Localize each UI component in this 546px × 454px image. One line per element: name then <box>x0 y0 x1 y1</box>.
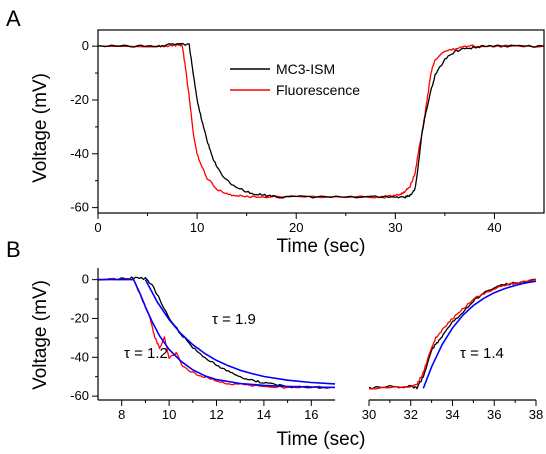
panel-a-x-axis-title: Time (sec) <box>276 236 365 257</box>
panel-a-y-tick-label: -60 <box>70 200 89 215</box>
panel-b-left-y-tick-label: -40 <box>70 349 89 364</box>
panel-b-right-x-tick-label: 34 <box>445 407 459 422</box>
panel-b-right-series-fit-line <box>422 280 537 389</box>
panel-a-ticks: 0 10 20 30 40 0 -20 -40 -60 <box>70 38 501 235</box>
panel-b-left-y-tick-label: 0 <box>82 272 89 287</box>
panel-b-left-plot-area <box>97 276 336 389</box>
panel-b-y-axis-title: Voltage (mV) <box>30 280 51 390</box>
panel-b: 8 10 12 14 16 0 -20 -40 -60 30 32 34 36 38 Voltage (… <box>30 268 543 450</box>
panel-b-x-axis-title: Time (sec) <box>276 429 365 450</box>
panel-a-frame <box>97 29 545 214</box>
panel-b-left-y-tick-label: -60 <box>70 388 89 403</box>
panel-b-right-ticks: 30 32 34 36 38 <box>362 399 543 422</box>
panel-a-y-tick-label: -20 <box>70 92 89 107</box>
panel-b-right-x-tick-label: 32 <box>404 407 418 422</box>
panel-b-left-series-fluorescence-line <box>97 277 336 389</box>
panel-a-x-tick-label: 30 <box>388 220 402 235</box>
panel-b-left-ticks: 8 10 12 14 16 0 -20 -40 -60 <box>70 268 335 422</box>
panel-b-right-x-tick-label: 36 <box>487 407 501 422</box>
panel-b-right-series-fluorescence-line <box>368 278 537 390</box>
panel-b-left-series-mc3-ism-line <box>97 276 336 389</box>
panel-b-left-series-fit-line <box>98 278 336 389</box>
annotation-tau-1-4: τ = 1.4 <box>460 345 504 362</box>
panel-b-right-plot-area <box>368 278 537 390</box>
panel-a-x-tick-label: 40 <box>487 220 501 235</box>
panel-b-left-x-tick-label: 12 <box>209 407 223 422</box>
annotation-tau-1-9: τ = 1.9 <box>212 311 256 328</box>
panel-a-y-tick-label: 0 <box>82 38 89 53</box>
panel-b-left-x-tick-label: 8 <box>118 407 125 422</box>
panel-label-b: B <box>6 237 21 262</box>
legend: MC3-ISM Fluorescence <box>230 61 360 98</box>
panel-b-left-x-tick-label: 16 <box>304 407 318 422</box>
panel-b-left-series-fit-line <box>144 279 336 385</box>
panel-b-left-x-tick-label: 14 <box>257 407 271 422</box>
panel-b-left-x-tick-label: 10 <box>162 407 176 422</box>
panel-a: 0 10 20 30 40 0 -20 -40 -60 Voltage (mV) Time (s… <box>30 29 545 257</box>
panel-b-left-y-tick-label: -20 <box>70 310 89 325</box>
panel-b-right-x-tick-label: 30 <box>362 407 376 422</box>
panel-b-right-series-mc3-ism-line <box>368 278 537 390</box>
panel-a-x-tick-label: 10 <box>190 220 204 235</box>
panel-label-a: A <box>6 6 21 31</box>
legend-entry-mc3-ism: MC3-ISM <box>276 61 335 77</box>
panel-a-series-mc3-ism-line <box>97 43 545 199</box>
panel-a-y-axis-title: Voltage (mV) <box>30 73 51 183</box>
annotation-tau-1-2: τ = 1.2 <box>124 345 168 362</box>
panel-a-plot-area <box>97 43 545 199</box>
panel-a-x-tick-label: 0 <box>94 220 101 235</box>
legend-entry-fluorescence: Fluorescence <box>276 82 360 98</box>
panel-b-right-x-tick-label: 38 <box>529 407 543 422</box>
panel-a-series-fluorescence-line <box>97 43 545 199</box>
panel-a-y-tick-label: -40 <box>70 146 89 161</box>
panel-a-x-tick-label: 20 <box>289 220 303 235</box>
